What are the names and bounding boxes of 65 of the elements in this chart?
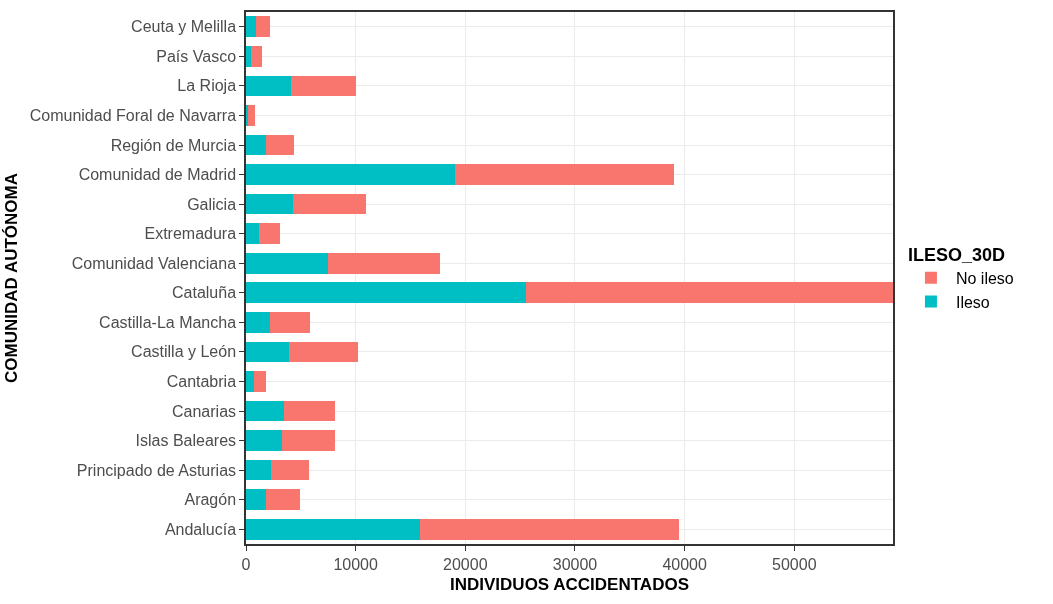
bar [525,282,893,304]
bar [420,518,680,540]
bar [290,75,356,97]
y-tick-label: La Rioja [177,77,237,95]
bar [246,282,526,304]
bar [246,371,254,392]
bar [455,164,674,185]
y-tick-label: Islas Baleares [135,432,237,450]
bar [253,371,267,392]
x-tick-label: 0 [241,555,251,573]
y-tick-label: Ceuta y Melilla [131,18,237,36]
x-axis-title: INDIVIDUOS ACCIDENTADOS [450,574,689,594]
bar [246,489,267,511]
x-tick-label: 10000 [333,555,378,573]
legend-label: Ileso [955,293,990,311]
bar [259,223,280,245]
bar [293,193,366,215]
bar [251,45,263,67]
y-tick-label: Región de Murcia [110,136,237,154]
bar [246,341,290,363]
x-tick-label: 40000 [662,555,707,573]
y-tick-label: Castilla-La Mancha [99,313,237,331]
bar [328,252,441,274]
bar [246,134,267,156]
bar [282,430,335,451]
bar [266,489,300,511]
bar [246,45,252,67]
legend-label: No ileso [955,270,1014,288]
bar [246,252,329,274]
bar [248,105,256,126]
bar [246,430,283,451]
y-tick-label: Comunidad Valenciana [71,254,237,272]
y-tick-label: Aragón [184,491,237,509]
bar [246,459,272,481]
bar [289,341,359,363]
x-tick-label: 30000 [552,555,598,573]
y-tick-label: Cataluña [172,284,237,302]
bar [246,400,284,422]
bar [283,400,335,422]
bar [246,311,270,333]
y-tick-label: Cantabria [166,373,237,391]
y-tick-label: Andalucía [164,520,237,538]
y-tick-label: Comunidad Foral de Navarra [29,107,237,125]
bar [246,164,456,185]
bar [246,75,291,97]
bar [246,518,421,540]
bar [266,134,295,156]
bar [255,16,270,38]
bar [246,105,249,126]
x-tick-label: 20000 [443,555,488,573]
y-tick-label: Canarias [172,402,237,420]
y-tick-label: Castilla y León [131,343,237,361]
y-tick-label: Galicia [187,195,237,213]
bar [271,459,309,481]
legend-title: ILESO_30D [907,244,1005,265]
bar [246,193,294,215]
y-tick-label: País Vasco [156,47,237,65]
bar [246,223,260,245]
x-tick-label: 50000 [772,555,817,573]
y-tick-label: Comunidad de Madrid [78,166,237,184]
bar [269,311,311,333]
y-axis-title: COMUNIDAD AUTÓNOMA [1,173,21,383]
bar [246,16,256,38]
y-tick-label: Principado de Asturias [76,461,237,479]
y-tick-label: Extremadura [144,225,237,243]
